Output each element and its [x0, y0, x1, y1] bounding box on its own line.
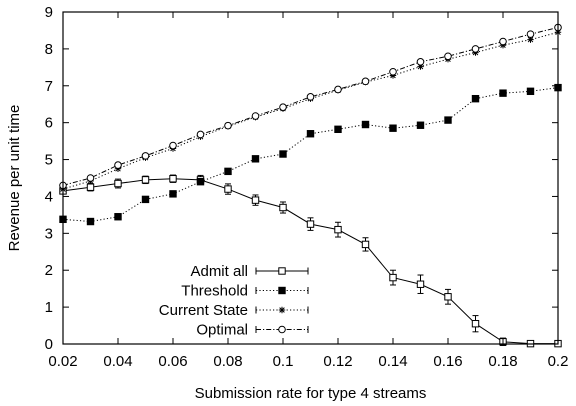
- data-point-optimal: [334, 85, 342, 94]
- data-point-optimal: [86, 174, 95, 182]
- x-tick-label: 0.1: [273, 353, 294, 370]
- series-threshold: [59, 83, 562, 226]
- legend-entry-admit-all: Admit all: [190, 263, 309, 280]
- data-point-admit-all: [224, 185, 232, 193]
- legend-entry-current-state: Current State: [159, 302, 309, 319]
- y-tick-label: 3: [45, 225, 53, 242]
- data-point-admit-all: [416, 280, 425, 288]
- data-point-admit-all: [306, 220, 315, 228]
- plot-series: [59, 23, 562, 348]
- data-point-admit-all: [361, 240, 370, 249]
- data-point-optimal: [306, 93, 315, 101]
- y-tick-label: 4: [45, 188, 53, 205]
- data-point-threshold: [416, 121, 425, 129]
- data-point-optimal: [196, 130, 205, 139]
- y-tick-label: 9: [45, 4, 53, 21]
- legend-marker: [278, 286, 286, 295]
- data-point-optimal: [251, 112, 260, 120]
- data-point-current-state: [527, 36, 534, 43]
- data-point-optimal: [444, 52, 452, 61]
- x-tick-label: 0.06: [158, 353, 187, 370]
- data-point-threshold: [251, 155, 260, 163]
- data-point-optimal: [499, 37, 507, 46]
- legend-label-admit-all: Admit all: [190, 263, 248, 280]
- x-tick-label: 0.14: [378, 353, 407, 370]
- x-tick-label: 0.02: [48, 353, 77, 370]
- series-line-admit-all: [62, 178, 558, 345]
- data-point-admit-all: [444, 293, 452, 301]
- y-tick-label: 8: [45, 41, 53, 58]
- data-point-threshold: [196, 177, 205, 186]
- series-line-current-state: [62, 31, 559, 190]
- data-point-threshold: [526, 87, 535, 96]
- series-line-optimal: [62, 27, 559, 186]
- data-point-admit-all: [141, 176, 150, 184]
- data-point-threshold: [86, 217, 95, 226]
- data-point-admit-all: [114, 179, 122, 188]
- data-point-threshold: [334, 125, 342, 134]
- data-point-admit-all: [86, 183, 95, 191]
- data-point-optimal: [416, 58, 425, 66]
- data-point-optimal: [279, 103, 287, 111]
- data-point-optimal: [389, 67, 397, 76]
- data-point-admit-all: [169, 175, 177, 183]
- y-tick-label: 0: [45, 336, 53, 353]
- data-point-optimal: [471, 45, 480, 53]
- data-point-threshold: [279, 150, 287, 158]
- legend-label-optimal: Optimal: [196, 322, 248, 339]
- data-point-threshold: [114, 213, 122, 221]
- legend-entry-threshold: Threshold: [181, 283, 309, 300]
- data-point-optimal: [526, 30, 535, 38]
- legend-marker: [278, 325, 286, 334]
- data-point-threshold: [169, 190, 177, 198]
- data-point-threshold: [471, 94, 480, 103]
- y-tick-label: 6: [45, 115, 53, 132]
- y-axis-title: Revenue per unit time: [6, 105, 23, 252]
- data-point-admit-all: [279, 203, 287, 212]
- data-point-optimal: [361, 77, 370, 86]
- x-tick-label: 0.04: [103, 353, 132, 370]
- plot-frame: [62, 11, 559, 345]
- x-tick-label: 0.08: [213, 353, 242, 370]
- data-point-admit-all: [251, 196, 260, 204]
- legend-label-threshold: Threshold: [181, 283, 248, 300]
- series-current-state: [59, 29, 562, 193]
- x-tick-label: 0.12: [323, 353, 352, 370]
- data-point-threshold: [361, 120, 370, 129]
- series-admit-all: [59, 174, 562, 348]
- data-point-current-state: [417, 63, 424, 70]
- data-point-threshold: [306, 130, 315, 138]
- data-point-threshold: [499, 89, 507, 97]
- legend: Admit all Threshold Current State Optima…: [159, 263, 309, 339]
- series-line-threshold: [62, 87, 559, 223]
- x-tick-label: 0.2: [548, 353, 569, 370]
- y-tick-label: 7: [45, 78, 53, 95]
- data-point-optimal: [169, 141, 177, 150]
- y-axis: 0 1 2 3 4 5 6 7 8 9: [45, 4, 558, 353]
- legend-marker: [278, 267, 286, 275]
- legend-entry-optimal: Optimal: [196, 322, 309, 339]
- x-tick-label: 0.18: [488, 353, 517, 370]
- y-tick-label: 1: [45, 299, 53, 316]
- data-point-optimal: [141, 152, 150, 160]
- data-point-admit-all: [389, 273, 397, 282]
- x-tick-label: 0.16: [433, 353, 462, 370]
- x-axis-title: Submission rate for type 4 streams: [195, 385, 427, 402]
- data-point-threshold: [444, 116, 452, 124]
- data-point-threshold: [389, 124, 397, 132]
- data-point-admit-all: [334, 225, 342, 234]
- y-tick-label: 5: [45, 152, 53, 169]
- data-point-threshold: [224, 167, 232, 176]
- data-point-optimal: [224, 121, 232, 130]
- legend-marker: [278, 306, 286, 314]
- series-optimal: [59, 23, 562, 190]
- data-point-optimal: [114, 161, 122, 169]
- data-point-threshold: [141, 195, 150, 204]
- data-point-admit-all: [471, 320, 480, 328]
- legend-label-current-state: Current State: [159, 302, 248, 319]
- y-tick-label: 2: [45, 262, 53, 279]
- x-axis: 0.02 0.04 0.06 0.08 0.1 0.12 0.14 0.16 0.18 0.2: [48, 12, 568, 370]
